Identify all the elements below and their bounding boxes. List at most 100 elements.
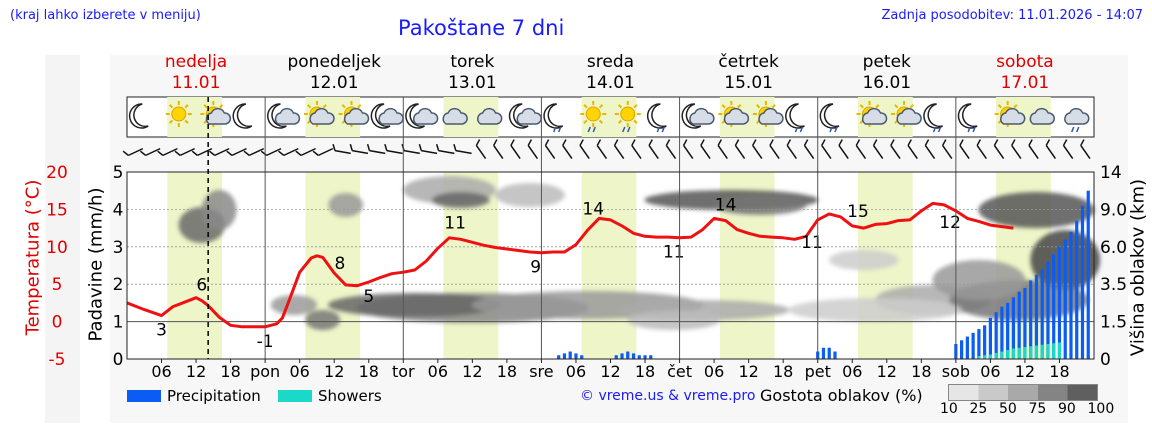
- wind-barb: [313, 143, 333, 156]
- wind-feather: [453, 144, 457, 150]
- wind-barb: [682, 140, 698, 159]
- cloud-blob: [328, 193, 363, 217]
- temperature-label: 11: [444, 214, 466, 234]
- wind-shaft: [649, 145, 658, 158]
- x-tick-label: 12: [186, 362, 206, 381]
- wind-shaft: [891, 145, 900, 158]
- temperature-label: 8: [335, 254, 346, 274]
- wind-barb: [1010, 140, 1026, 159]
- wind-shaft: [1064, 145, 1073, 158]
- wind-feather: [872, 140, 879, 146]
- wind-barb: [975, 140, 991, 159]
- wind-barb: [596, 140, 612, 159]
- wind-barb: [332, 144, 352, 153]
- precipitation-bar: [563, 353, 566, 359]
- wind-feather: [855, 140, 862, 146]
- wind-barb: [820, 140, 836, 159]
- x-tick-label: 12: [600, 362, 620, 381]
- wind-barb: [630, 140, 646, 159]
- wind-barb: [734, 140, 750, 159]
- wind-barb: [475, 140, 491, 159]
- precip-tick-label: 5: [113, 163, 124, 183]
- wind-shaft: [387, 151, 403, 154]
- temperature-tick-label: 5: [52, 275, 63, 295]
- temperature-label: 5: [363, 287, 374, 307]
- wind-barb: [578, 140, 594, 159]
- wind-feather: [244, 150, 249, 157]
- precipitation-bar: [638, 355, 641, 359]
- wind-shaft: [1081, 145, 1090, 158]
- wind-shaft: [684, 145, 693, 158]
- showers-bar: [1046, 344, 1049, 359]
- copyright-link[interactable]: © vreme.us & vreme.pro: [580, 388, 755, 404]
- temperature-label: 15: [847, 202, 869, 222]
- wind-shaft: [494, 145, 503, 158]
- precipitation-bar: [632, 353, 635, 359]
- wind-barb: [261, 143, 281, 156]
- wind-shaft: [580, 145, 589, 158]
- showers-bar: [1018, 348, 1021, 359]
- temperature-label: 11: [663, 242, 685, 262]
- wind-barb: [158, 143, 178, 156]
- precipitation-bar: [1075, 221, 1078, 359]
- x-tick-label: 06: [289, 362, 309, 381]
- cloud-height-tick-label: 1.5: [1100, 313, 1127, 333]
- wind-feather: [509, 140, 516, 146]
- cloud-scale-label: 50: [999, 401, 1017, 417]
- wind-barb: [1079, 140, 1095, 159]
- wind-barb: [192, 143, 212, 156]
- wind-barb: [803, 140, 819, 159]
- wind-barb: [123, 143, 143, 156]
- precipitation-bar: [983, 325, 986, 359]
- wind-shaft: [839, 145, 848, 158]
- wind-feather: [123, 150, 128, 157]
- wind-barb: [613, 140, 629, 159]
- wind-feather: [313, 150, 318, 157]
- wind-feather: [367, 144, 371, 150]
- wind-shaft: [908, 145, 917, 158]
- wind-feather: [820, 140, 827, 146]
- wind-barb: [436, 144, 456, 153]
- cloud-blob: [829, 250, 899, 270]
- x-tick-label: 18: [635, 362, 655, 381]
- wind-feather: [1010, 140, 1017, 146]
- wind-feather: [906, 140, 913, 146]
- precipitation-bar: [1081, 206, 1084, 359]
- wind-feather: [578, 140, 585, 146]
- wind-shaft: [666, 145, 675, 158]
- x-tick-label: 06: [428, 362, 448, 381]
- wind-barb: [889, 140, 905, 159]
- cloud-blob: [305, 310, 340, 330]
- wind-barb: [768, 140, 784, 159]
- wind-barb: [209, 143, 229, 156]
- wind-feather: [279, 150, 284, 157]
- wind-feather: [349, 144, 353, 150]
- temperature-label: 11: [801, 233, 823, 253]
- wind-barb: [244, 143, 264, 156]
- showers-legend-swatch: [278, 390, 312, 402]
- precipitation-bar: [972, 333, 975, 359]
- wind-shaft: [977, 145, 986, 158]
- wind-feather: [803, 140, 810, 146]
- x-tick-label: 12: [738, 362, 758, 381]
- cloud-height-tick-label: 9.0: [1100, 200, 1127, 220]
- wind-shaft: [701, 145, 710, 158]
- temperature-tick-label: 15: [46, 200, 68, 220]
- wind-feather: [140, 150, 145, 157]
- precipitation-bar: [822, 348, 825, 359]
- wind-shaft: [352, 151, 368, 154]
- wind-feather: [699, 140, 706, 146]
- wind-feather: [837, 140, 844, 146]
- cloud-height-tick-label: 3.5: [1100, 275, 1127, 295]
- wind-barb: [418, 144, 438, 153]
- precipitation-bar: [557, 355, 560, 359]
- wind-barb: [453, 144, 473, 153]
- wind-barb: [993, 140, 1009, 159]
- temperature-tick-label: -5: [49, 350, 66, 370]
- temperature-tick-label: 0: [52, 313, 63, 333]
- wind-feather: [561, 140, 568, 146]
- x-tick-label: 06: [566, 362, 586, 381]
- wind-barb: [509, 140, 525, 159]
- x-tick-label: 18: [220, 362, 240, 381]
- wind-shaft: [856, 145, 865, 158]
